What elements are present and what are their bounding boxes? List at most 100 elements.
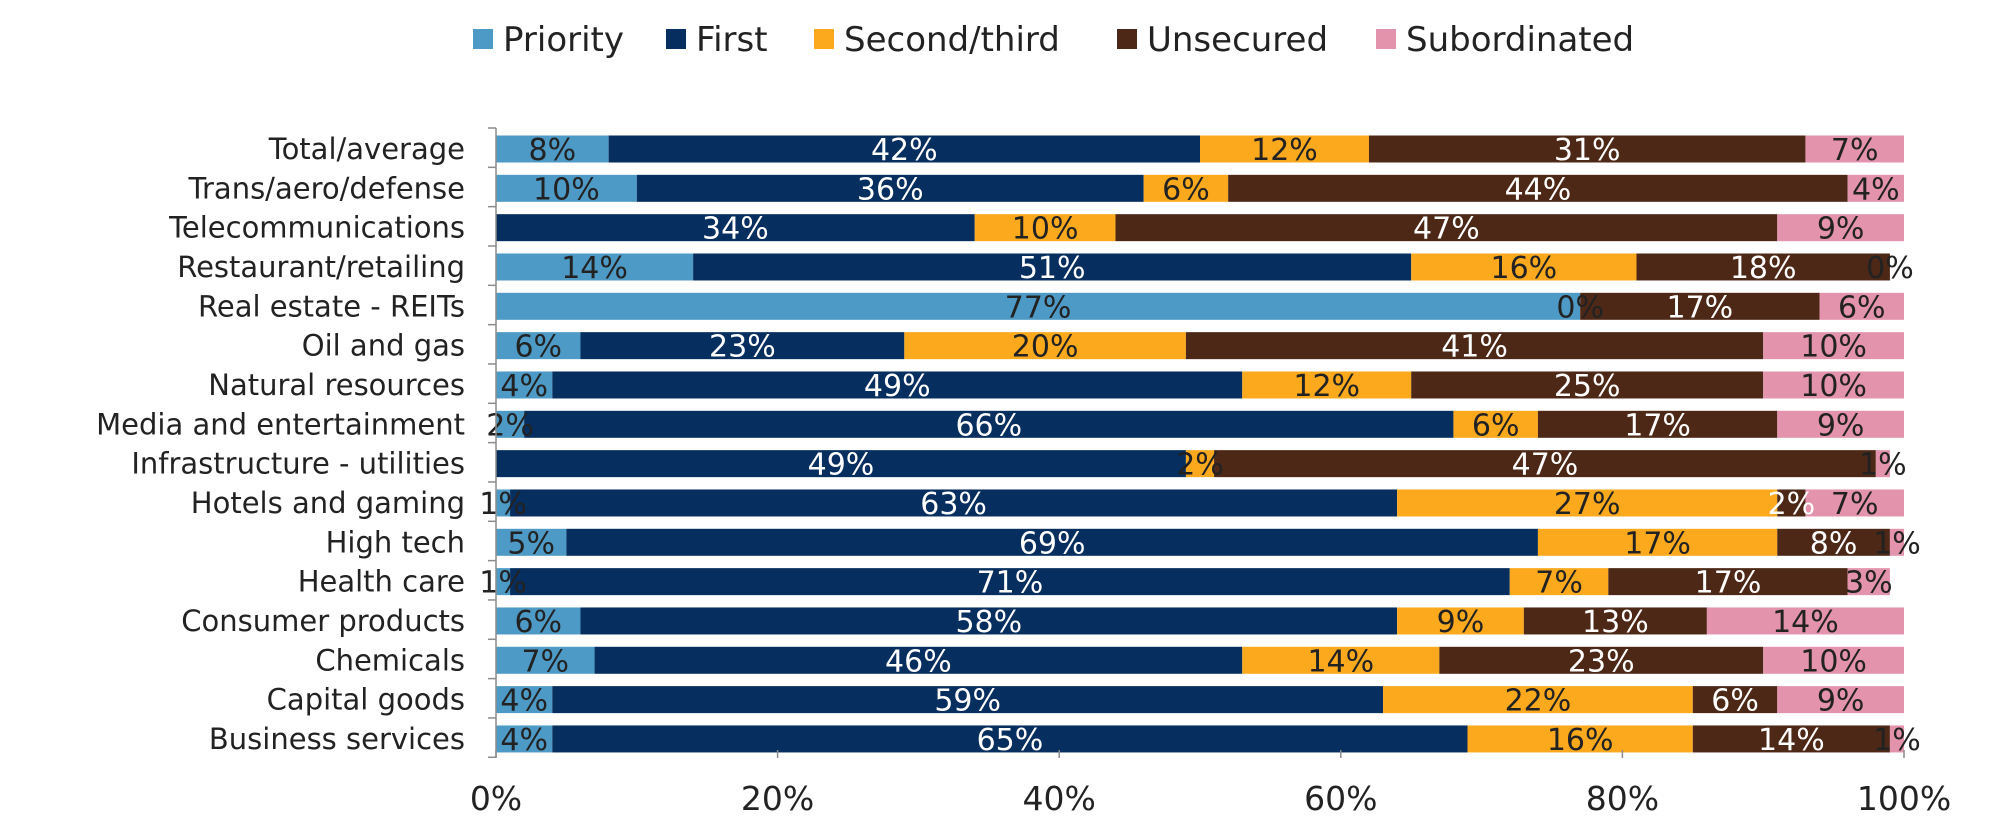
legend-label-priority: Priority <box>503 20 624 60</box>
bar-real-estate-reits-priority <box>496 292 1581 320</box>
bar-media-and-entertainment-unsecured <box>1537 410 1778 438</box>
value-label-consumer-products-second-third: 9% <box>1437 605 1485 640</box>
value-label-oil-and-gas-subordinated: 10% <box>1800 330 1867 365</box>
value-label-consumer-products-first: 58% <box>955 605 1022 640</box>
value-label-trans-aero-defense-unsecured: 44% <box>1505 172 1572 207</box>
x-tick-label: 100% <box>1857 779 1951 818</box>
bar-telecommunications-subordinated <box>1777 214 1904 242</box>
x-tick-label: 60% <box>1304 779 1377 818</box>
value-label-business-services-priority: 4% <box>500 723 548 758</box>
value-label-health-care-priority: 1% <box>479 566 527 601</box>
value-label-hotels-and-gaming-priority: 1% <box>479 487 527 522</box>
value-label-telecommunications-unsecured: 47% <box>1413 212 1480 247</box>
legend-swatch-second-third <box>814 29 834 49</box>
value-label-hotels-and-gaming-first: 63% <box>920 487 987 522</box>
bar-trans-aero-defense-subordinated <box>1847 174 1904 202</box>
value-label-health-care-subordinated: 3% <box>1845 566 1893 601</box>
chart-legend: Priority First Second/third Unsecured Subord… <box>473 20 1634 60</box>
chart-bars <box>496 135 1904 753</box>
value-label-chemicals-unsecured: 23% <box>1568 644 1635 679</box>
value-label-health-care-first: 71% <box>977 566 1044 601</box>
value-label-restaurant-retailing-priority: 14% <box>561 251 628 286</box>
bar-chemicals-unsecured <box>1439 646 1764 674</box>
value-label-health-care-second-third: 7% <box>1535 566 1583 601</box>
bar-total-average-first <box>608 135 1200 163</box>
bar-hotels-and-gaming-subordinated <box>1805 489 1904 517</box>
value-label-chemicals-subordinated: 10% <box>1800 644 1867 679</box>
value-label-media-and-entertainment-first: 66% <box>955 408 1022 443</box>
value-label-chemicals-second-third: 14% <box>1307 644 1374 679</box>
bar-media-and-entertainment-priority <box>496 410 525 438</box>
value-label-consumer-products-unsecured: 13% <box>1582 605 1649 640</box>
bar-restaurant-retailing-first <box>693 253 1412 281</box>
bar-high-tech-unsecured <box>1777 528 1890 556</box>
category-label-natural-resources: Natural resources <box>208 368 465 402</box>
category-label-total-average: Total/average <box>268 132 465 166</box>
value-label-total-average-second-third: 12% <box>1251 133 1318 168</box>
bar-high-tech-first <box>566 528 1538 556</box>
bar-restaurant-retailing-second-third <box>1411 253 1637 281</box>
bar-telecommunications-second-third <box>974 214 1116 242</box>
bar-telecommunications-unsecured <box>1115 214 1778 242</box>
category-label-infrastructure-utilities: Infrastructure - utilities <box>131 447 465 481</box>
bar-oil-and-gas-subordinated <box>1763 332 1904 360</box>
bar-total-average-unsecured <box>1368 135 1806 163</box>
bar-health-care-priority <box>496 568 511 596</box>
bar-natural-resources-unsecured <box>1411 371 1764 399</box>
value-label-restaurant-retailing-subordinated: 0% <box>1866 251 1914 286</box>
value-label-high-tech-first: 69% <box>1019 526 1086 561</box>
bar-oil-and-gas-second-third <box>904 332 1186 360</box>
bar-health-care-first <box>510 568 1510 596</box>
value-label-infrastructure-utilities-first: 49% <box>808 448 875 483</box>
legend-swatch-priority <box>473 29 493 49</box>
value-label-natural-resources-second-third: 12% <box>1293 369 1360 404</box>
bar-real-estate-reits-unsecured <box>1580 292 1820 320</box>
category-label-telecommunications: Telecommunications <box>168 211 465 245</box>
bar-business-services-subordinated <box>1889 725 1904 753</box>
value-label-infrastructure-utilities-second-third: 2% <box>1176 448 1224 483</box>
bar-capital-goods-unsecured <box>1692 686 1778 714</box>
bar-chemicals-first <box>594 646 1243 674</box>
legend-swatch-unsecured <box>1117 29 1137 49</box>
bar-chemicals-second-third <box>1242 646 1440 674</box>
bar-consumer-products-priority <box>496 607 581 635</box>
value-label-telecommunications-second-third: 10% <box>1012 212 1079 247</box>
bar-trans-aero-defense-first <box>636 174 1144 202</box>
value-label-trans-aero-defense-second-third: 6% <box>1162 172 1210 207</box>
category-label-health-care: Health care <box>298 565 465 599</box>
bar-total-average-subordinated <box>1805 135 1904 163</box>
bar-infrastructure-utilities-second-third <box>1185 450 1215 478</box>
value-label-real-estate-reits-priority: 77% <box>1005 290 1072 325</box>
value-label-oil-and-gas-unsecured: 41% <box>1441 330 1508 365</box>
bar-telecommunications-first <box>496 214 975 242</box>
category-label-real-estate-reits: Real estate - REITs <box>198 289 465 323</box>
bar-infrastructure-utilities-unsecured <box>1214 450 1876 478</box>
bar-trans-aero-defense-unsecured <box>1228 174 1848 202</box>
bar-media-and-entertainment-first <box>524 410 1454 438</box>
value-label-telecommunications-first: 34% <box>702 212 769 247</box>
category-label-high-tech: High tech <box>326 525 465 559</box>
value-label-total-average-first: 42% <box>871 133 938 168</box>
bar-consumer-products-first <box>580 607 1398 635</box>
value-label-natural-resources-first: 49% <box>864 369 931 404</box>
bar-real-estate-reits-subordinated <box>1819 292 1904 320</box>
value-label-natural-resources-priority: 4% <box>500 369 548 404</box>
bar-business-services-second-third <box>1467 725 1693 753</box>
value-label-chemicals-first: 46% <box>885 644 952 679</box>
bar-natural-resources-first <box>552 371 1243 399</box>
bar-natural-resources-subordinated <box>1763 371 1904 399</box>
value-label-real-estate-reits-unsecured: 17% <box>1666 290 1733 325</box>
value-label-natural-resources-subordinated: 10% <box>1800 369 1867 404</box>
legend-label-second-third: Second/third <box>844 20 1060 60</box>
bar-high-tech-second-third <box>1537 528 1778 556</box>
value-label-capital-goods-second-third: 22% <box>1505 684 1572 719</box>
bar-total-average-priority <box>496 135 609 163</box>
bar-capital-goods-subordinated <box>1777 686 1904 714</box>
bar-oil-and-gas-first <box>580 332 905 360</box>
bar-restaurant-retailing-priority <box>496 253 694 281</box>
chart-value-labels: 8% 42% 12% 31% 7% 10% 36% 6% 44% 4% 34% 10% 47% 9% 14%… <box>479 133 1921 758</box>
value-label-consumer-products-subordinated: 14% <box>1772 605 1839 640</box>
bar-total-average-second-third <box>1200 135 1369 163</box>
category-label-business-services: Business services <box>209 722 465 756</box>
